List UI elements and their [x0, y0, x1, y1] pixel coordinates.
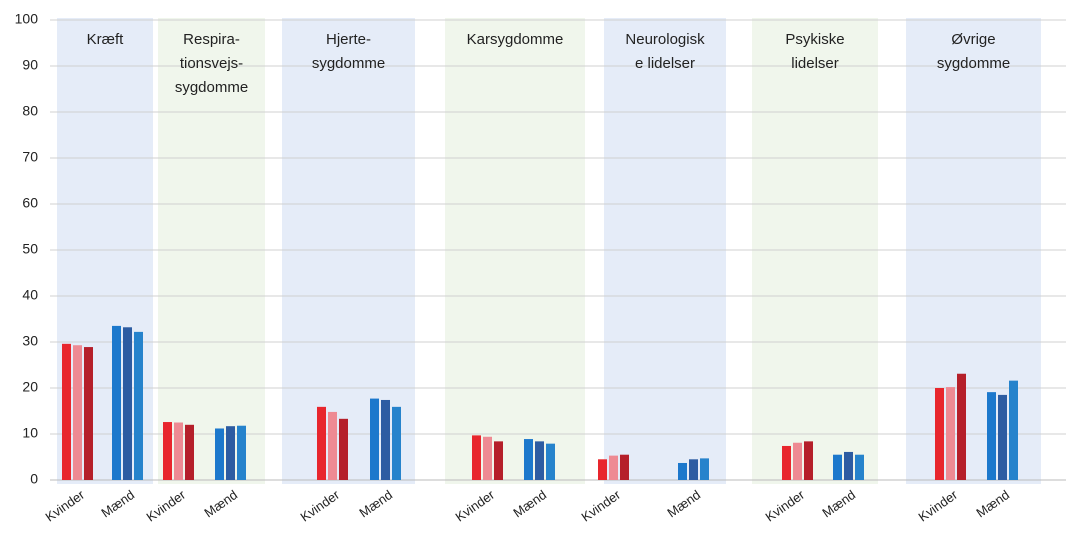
- x-tick-label: Kvinder: [42, 487, 87, 525]
- bar: [226, 426, 235, 480]
- category-label: Neurologisk: [625, 31, 705, 48]
- x-tick-label: Kvinder: [578, 487, 623, 525]
- bar: [1009, 380, 1018, 480]
- category-band: [906, 18, 1041, 484]
- bar: [844, 451, 853, 480]
- category-label: tionsvejs-: [180, 55, 243, 72]
- bands: [57, 18, 1041, 484]
- bar: [328, 411, 337, 480]
- bar: [524, 439, 533, 480]
- category-label: sygdomme: [312, 55, 385, 72]
- bar: [855, 454, 864, 480]
- bar: [62, 343, 71, 480]
- x-tick-label: Kvinder: [915, 487, 960, 525]
- x-tick-label: Kvinder: [452, 487, 497, 525]
- category-label: lidelser: [791, 55, 839, 72]
- category-band: [445, 18, 585, 484]
- bar: [237, 425, 246, 480]
- bar: [317, 406, 326, 480]
- bar: [678, 462, 687, 480]
- category-label: e lidelser: [635, 55, 695, 72]
- y-tick-label: 30: [22, 333, 38, 349]
- category-band: [752, 18, 878, 484]
- bar: [123, 327, 132, 480]
- bar: [689, 459, 698, 480]
- bar: [339, 418, 348, 480]
- bar: [215, 428, 224, 480]
- bar: [73, 345, 82, 480]
- y-tick-label: 80: [22, 103, 38, 119]
- category-label: Karsygdomme: [467, 31, 564, 48]
- bar: [535, 441, 544, 480]
- x-tick-label: Mænd: [973, 487, 1012, 520]
- category-label: Psykiske: [785, 31, 844, 48]
- bar: [472, 435, 481, 480]
- x-tick-label: Mænd: [819, 487, 858, 520]
- y-tick-label: 10: [22, 425, 38, 441]
- bar: [185, 424, 194, 480]
- category-label: Øvrige: [951, 31, 995, 48]
- x-tick-label: Mænd: [98, 487, 137, 520]
- bar: [134, 331, 143, 480]
- bar: [392, 406, 401, 480]
- category-label: sygdomme: [937, 55, 1010, 72]
- bar: [609, 455, 618, 480]
- bar: [935, 388, 944, 480]
- bar: [598, 459, 607, 480]
- bar: [804, 441, 813, 480]
- bar: [620, 454, 629, 480]
- bar: [957, 373, 966, 480]
- category-band: [282, 18, 415, 484]
- category-band: [604, 18, 726, 484]
- bar: [112, 325, 121, 480]
- bar: [494, 441, 503, 480]
- category-band: [158, 18, 265, 484]
- y-tick-label: 90: [22, 57, 38, 73]
- x-tick-label: Mænd: [356, 487, 395, 520]
- category-label: sygdomme: [175, 79, 248, 96]
- bar: [700, 458, 709, 480]
- bar: [793, 442, 802, 480]
- bar: [381, 399, 390, 480]
- category-label: Respira-: [183, 31, 240, 48]
- x-tick-label: Kvinder: [762, 487, 807, 525]
- y-tick-label: 100: [15, 11, 39, 27]
- category-label: Hjerte-: [326, 31, 371, 48]
- x-tick-label: Kvinder: [297, 487, 342, 525]
- x-tick-label: Mænd: [201, 487, 240, 520]
- y-tick-label: 70: [22, 149, 38, 165]
- y-tick-label: 40: [22, 287, 38, 303]
- y-tick-label: 0: [30, 471, 38, 487]
- category-label: Kræft: [87, 31, 125, 48]
- x-tick-label: Kvinder: [143, 487, 188, 525]
- bar: [998, 394, 1007, 480]
- bar: [546, 443, 555, 480]
- bar: [946, 387, 955, 480]
- x-tick-label: Mænd: [664, 487, 703, 520]
- x-tick-label: Mænd: [510, 487, 549, 520]
- bar: [84, 347, 93, 480]
- bar: [174, 422, 183, 480]
- bar: [163, 422, 172, 480]
- bar: [833, 454, 842, 480]
- y-tick-label: 50: [22, 241, 38, 257]
- bar: [483, 436, 492, 480]
- bar: [370, 398, 379, 480]
- y-tick-label: 60: [22, 195, 38, 211]
- bar: [782, 445, 791, 480]
- y-tick-label: 20: [22, 379, 38, 395]
- bar: [987, 392, 996, 480]
